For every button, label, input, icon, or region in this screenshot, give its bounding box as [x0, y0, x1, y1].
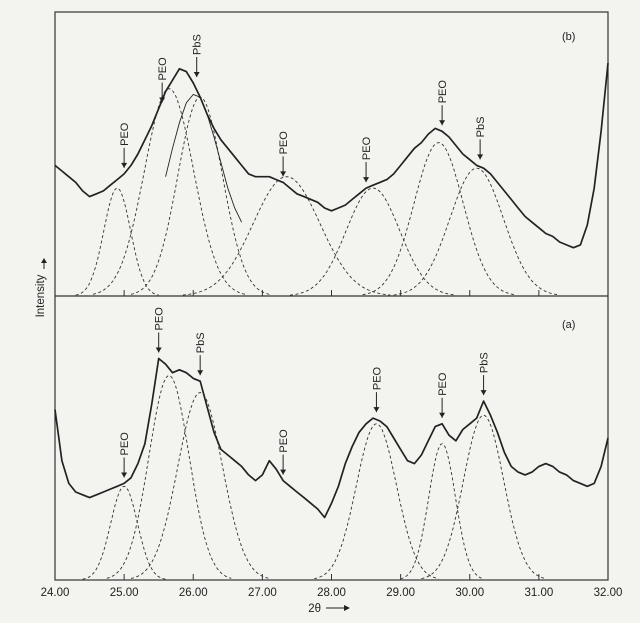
- x-tick-label: 31.00: [524, 587, 553, 599]
- x-tick-label: 26.00: [179, 587, 208, 599]
- peak-annotation-label: PEO: [278, 429, 290, 453]
- fit-component-curve: [75, 187, 159, 296]
- measured-xrd-curve: [54, 63, 609, 249]
- x-tick-label: 28.00: [317, 587, 346, 599]
- x-axis-arrowhead-icon: [344, 605, 350, 611]
- panel-bottom: (a) PEO PEO PbS PEO PEO PEO PbS: [54, 307, 609, 580]
- fit-component-curve: [182, 176, 391, 296]
- peak-arrowhead-icon: [197, 370, 204, 376]
- peak-arrowhead-icon: [280, 469, 287, 475]
- peak-annotation-label: PEO: [437, 80, 449, 104]
- peak-arrowhead-icon: [121, 472, 128, 478]
- peak-arrowhead-icon: [477, 154, 484, 160]
- peak-arrowhead-icon: [439, 412, 446, 418]
- peak-annotation-label: PEO: [154, 307, 166, 331]
- x-tick-label: 29.00: [386, 587, 415, 599]
- peak-arrowhead-icon: [159, 97, 166, 103]
- peak-annotation-label: PbS: [475, 117, 487, 138]
- fit-component-curve: [314, 423, 439, 580]
- peak-annotation-label: PbS: [192, 34, 204, 55]
- peak-annotation-label: PEO: [437, 372, 449, 396]
- fit-component-curve: [106, 375, 232, 579]
- fit-component-curve: [362, 142, 515, 296]
- fit-component-curve: [393, 167, 560, 296]
- x-ticks: 24.00 25.00 26.00 27.00 28.00 29.00 30.00 31.00…: [41, 290, 623, 599]
- peak-annotation-label: PbS: [195, 332, 207, 353]
- x-tick-label: 32.00: [594, 587, 623, 599]
- panel-label: (b): [562, 31, 575, 43]
- y-axis-label: Intensity: [35, 274, 47, 317]
- peak-arrowhead-icon: [121, 162, 128, 168]
- fit-component-curve: [130, 392, 270, 579]
- x-tick-label: 30.00: [455, 587, 484, 599]
- peak-annotation-label: PEO: [278, 131, 290, 155]
- peak-arrowhead-icon: [363, 177, 370, 183]
- panel-label: (a): [562, 319, 575, 331]
- fit-component-curve: [82, 485, 166, 580]
- y-axis-arrowhead-icon: [41, 258, 47, 263]
- x-tick-label: 25.00: [110, 587, 139, 599]
- peak-arrowhead-icon: [155, 347, 162, 353]
- fit-component-curve: [289, 187, 456, 296]
- peak-arrowhead-icon: [439, 120, 446, 126]
- peak-annotation-label: PEO: [119, 432, 131, 456]
- fit-component-curve: [92, 88, 246, 295]
- fit-sum-curve: [165, 93, 243, 223]
- panel-top: (b) PEO PEO PbS PEO PEO PEO PbS: [54, 31, 609, 296]
- panels: (b) PEO PEO PbS PEO PEO PEO PbS (a) PEO PEO PbS PEO P…: [54, 31, 609, 580]
- peak-arrowhead-icon: [480, 390, 487, 396]
- x-axis-label: 2θ: [308, 603, 321, 615]
- peak-annotation-label: PbS: [479, 352, 491, 373]
- peak-arrowhead-icon: [373, 407, 380, 413]
- peak-annotation-label: PEO: [361, 136, 373, 160]
- peak-annotation-label: PEO: [157, 57, 169, 81]
- fit-component-curve: [400, 443, 484, 580]
- x-tick-label: 24.00: [41, 587, 70, 599]
- peak-arrowhead-icon: [280, 171, 287, 177]
- x-tick-label: 27.00: [248, 587, 277, 599]
- measured-xrd-curve: [54, 357, 609, 519]
- peak-annotation-label: PEO: [371, 366, 383, 390]
- peak-annotation-label: PEO: [119, 122, 131, 146]
- fit-component-curve: [421, 414, 546, 580]
- peak-arrowhead-icon: [193, 72, 200, 77]
